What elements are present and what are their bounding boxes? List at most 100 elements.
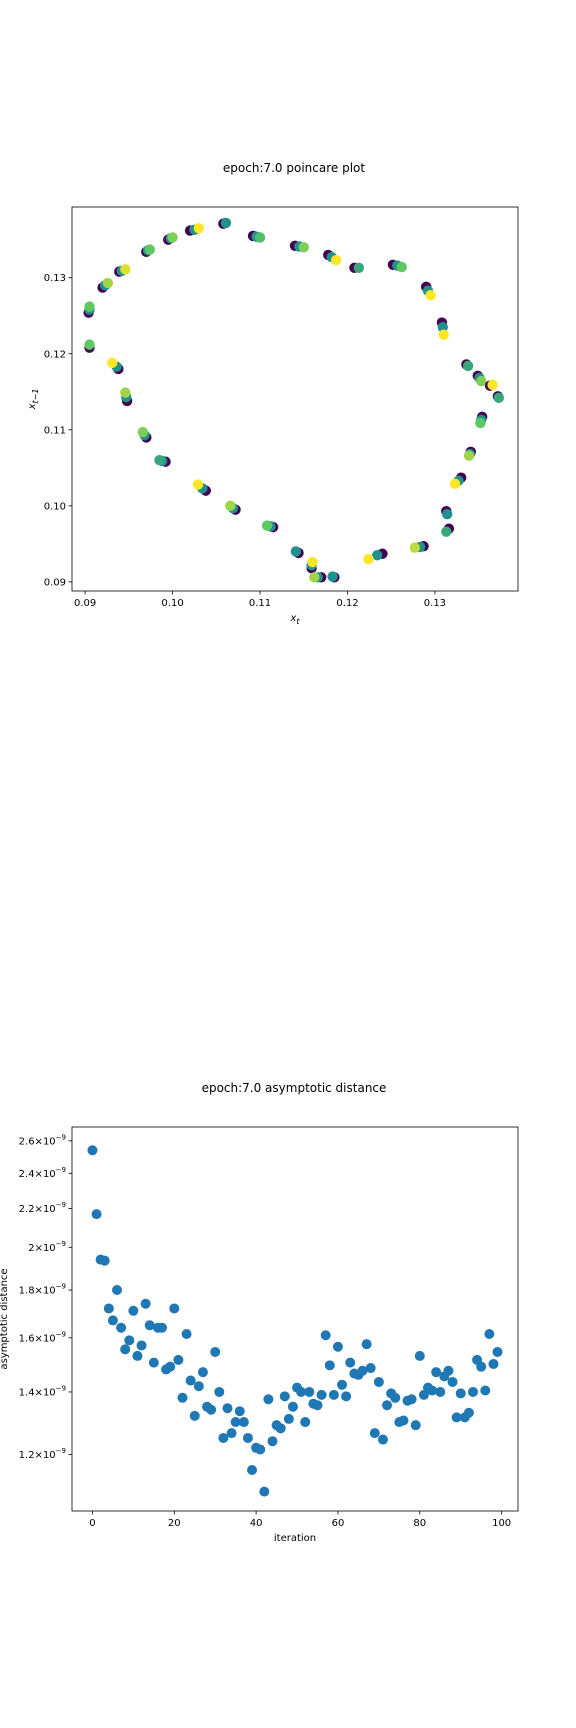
poincare-point-53 bbox=[307, 556, 318, 568]
distance-point-63 bbox=[345, 1357, 356, 1368]
poincare-point-80 bbox=[441, 509, 453, 520]
asymptotic-distance-x-ticks: 0 20 40 60 80 100 bbox=[89, 1511, 511, 1529]
poincare-point-34 bbox=[192, 479, 204, 490]
distance-point-95 bbox=[476, 1361, 487, 1372]
distance-point-49 bbox=[287, 1401, 298, 1412]
distance-point-83 bbox=[427, 1385, 438, 1396]
poincare-point-22 bbox=[144, 244, 156, 255]
poincare-point-69 bbox=[396, 261, 407, 273]
distance-point-14 bbox=[144, 1320, 155, 1331]
distance-point-57 bbox=[320, 1330, 331, 1341]
distance-y-tick-label: 1.8×10−9 bbox=[19, 1282, 66, 1296]
poincare-point-72 bbox=[409, 542, 421, 553]
distance-point-90 bbox=[455, 1388, 466, 1399]
poincare-point-65 bbox=[372, 550, 383, 561]
distance-y-tick-label: 2.6×10−9 bbox=[19, 1133, 66, 1147]
distance-point-26 bbox=[193, 1381, 204, 1392]
poincare-point-93 bbox=[476, 375, 487, 387]
poincare-point-28 bbox=[167, 232, 178, 243]
distance-point-88 bbox=[447, 1376, 458, 1387]
distance-point-68 bbox=[365, 1363, 376, 1374]
poincare-x-tick-label: 0.10 bbox=[161, 598, 183, 609]
distance-point-3 bbox=[99, 1255, 110, 1266]
distance-point-10 bbox=[128, 1305, 139, 1316]
poincare-point-7 bbox=[102, 277, 114, 289]
distance-point-92 bbox=[463, 1407, 474, 1418]
distance-point-17 bbox=[157, 1322, 168, 1333]
poincare-point-61 bbox=[327, 571, 338, 582]
poincare-point-25 bbox=[154, 455, 165, 466]
distance-point-37 bbox=[238, 1417, 249, 1428]
distance-point-11 bbox=[132, 1350, 143, 1361]
distance-point-12 bbox=[136, 1340, 147, 1351]
distance-point-35 bbox=[230, 1417, 241, 1428]
distance-y-tick-label: 2×10−9 bbox=[28, 1240, 66, 1254]
distance-y-tick-label: 2.2×10−9 bbox=[19, 1201, 66, 1215]
distance-point-66 bbox=[357, 1365, 368, 1376]
distance-y-tick-label: 1.2×10−9 bbox=[19, 1447, 66, 1461]
distance-point-69 bbox=[369, 1428, 380, 1439]
distance-point-29 bbox=[206, 1404, 217, 1415]
poincare-point-2 bbox=[84, 301, 95, 312]
poincare-plot-frame bbox=[71, 206, 519, 592]
poincare-point-45 bbox=[261, 520, 273, 531]
distance-point-70 bbox=[373, 1376, 384, 1387]
poincare-plot-x-ticks: 0.09 0.10 0.11 0.12 0.13 bbox=[74, 591, 446, 609]
distance-point-5 bbox=[107, 1315, 118, 1326]
poincare-plot-title: epoch:7.0 poincare plot bbox=[223, 161, 365, 175]
distance-point-48 bbox=[283, 1413, 294, 1424]
distance-point-31 bbox=[214, 1386, 225, 1397]
distance-point-6 bbox=[112, 1285, 123, 1295]
poincare-point-100 bbox=[493, 392, 504, 404]
poincare-point-39 bbox=[225, 500, 236, 512]
poincare-plot-x-label: xt bbox=[289, 613, 300, 626]
distance-point-56 bbox=[316, 1389, 327, 1400]
distance-point-0 bbox=[87, 1145, 98, 1156]
poincare-point-19 bbox=[137, 426, 149, 438]
distance-y-tick-label: 2.4×10−9 bbox=[19, 1166, 66, 1180]
distance-point-93 bbox=[467, 1386, 478, 1397]
distance-point-89 bbox=[451, 1412, 462, 1423]
distance-point-38 bbox=[242, 1432, 253, 1443]
distance-point-25 bbox=[189, 1410, 200, 1421]
asymptotic-distance-frame bbox=[71, 1126, 519, 1512]
distance-point-53 bbox=[304, 1386, 315, 1397]
distance-point-1 bbox=[91, 1209, 102, 1220]
distance-point-46 bbox=[275, 1423, 286, 1434]
distance-point-8 bbox=[120, 1344, 131, 1355]
distance-point-27 bbox=[197, 1367, 208, 1378]
poincare-point-87 bbox=[462, 360, 474, 372]
poincare-point-82 bbox=[441, 526, 452, 537]
distance-point-32 bbox=[218, 1432, 229, 1443]
distance-x-tick-label: 60 bbox=[332, 1518, 345, 1529]
poincare-point-63 bbox=[353, 262, 365, 274]
distance-point-78 bbox=[406, 1394, 417, 1405]
poincare-y-tick-label: 0.10 bbox=[44, 501, 66, 512]
asymptotic-distance-y-label: asymptotic distance bbox=[0, 1268, 10, 1369]
distance-point-67 bbox=[361, 1339, 372, 1350]
poincare-point-78 bbox=[438, 329, 449, 340]
asymptotic-distance-points bbox=[87, 1145, 503, 1497]
poincare-point-42 bbox=[254, 232, 266, 243]
distance-point-97 bbox=[484, 1329, 495, 1339]
distance-point-44 bbox=[267, 1436, 278, 1447]
distance-point-24 bbox=[185, 1375, 196, 1386]
distance-point-71 bbox=[377, 1434, 388, 1445]
distance-point-22 bbox=[177, 1392, 188, 1403]
poincare-x-tick-label: 0.09 bbox=[74, 598, 96, 609]
distance-point-33 bbox=[222, 1403, 233, 1414]
distance-point-74 bbox=[390, 1392, 401, 1403]
distance-point-52 bbox=[300, 1417, 311, 1428]
poincare-point-96 bbox=[475, 417, 486, 429]
poincare-y-tick-label: 0.13 bbox=[44, 273, 66, 284]
distance-point-80 bbox=[414, 1350, 425, 1361]
poincare-point-16 bbox=[120, 387, 131, 398]
distance-point-20 bbox=[169, 1303, 180, 1314]
poincare-point-59 bbox=[330, 255, 342, 266]
distance-point-76 bbox=[398, 1415, 409, 1426]
poincare-plot-y-label: xt−1 bbox=[27, 389, 40, 411]
poincare-point-50 bbox=[290, 546, 302, 557]
distance-point-51 bbox=[296, 1386, 307, 1397]
distance-point-60 bbox=[332, 1341, 343, 1352]
